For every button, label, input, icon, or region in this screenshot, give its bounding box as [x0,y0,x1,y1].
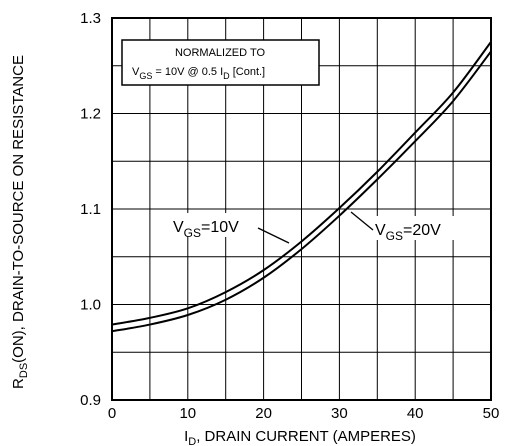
series-20v-pre: V [375,222,386,239]
x-axis-label-post: , DRAIN CURRENT (AMPERES) [196,428,416,445]
note-line2: VGS = 10V @ 0.5 ID [Cont.] [132,66,265,81]
y-axis-label-sub: DS [18,363,30,378]
series-10v-post: =10V [201,219,239,236]
series-vgs-10v-line [111,41,492,326]
series-label-20v-text: VGS=20V [375,222,441,243]
series-label-10v-leader [257,227,290,244]
x-tick-label: 20 [255,405,272,422]
x-tick-label: 10 [179,405,196,422]
y-tick-label: 1.2 [80,106,101,123]
note-line2-post: [Cont.] [230,66,265,78]
series-20v-post: =20V [403,222,441,239]
x-tick-label: 30 [331,405,348,422]
y-tick-label: 1.0 [80,297,101,314]
y-axis-label-pre: R [10,378,27,389]
x-tick-label: 40 [407,405,424,422]
normalization-note: NORMALIZED TO VGS = 10V @ 0.5 ID [Cont.] [121,39,320,86]
note-line2-mid: = 10V @ 0.5 I [152,66,223,78]
series-label-10v: VGS=10V [170,213,290,244]
x-axis-label-pre: I [184,428,188,445]
series-label-20v-leader [350,211,374,231]
series-label-20v: VGS=20V [350,211,463,243]
x-axis-label: ID, DRAIN CURRENT (AMPERES) [184,428,416,446]
y-axis-label-post: (ON), DRAIN-TO-SOURCE ON RESISTANCE [10,55,27,363]
y-tick-label: 0.9 [80,392,101,409]
note-line1: NORMALIZED TO [175,47,265,59]
series-label-20v-bg [371,216,463,240]
note-line2-sub2: D [223,71,230,81]
y-tick-label: 1.1 [80,201,101,218]
series-20v-sub: GS [386,229,403,243]
x-axis-label-sub: D [188,436,196,446]
series-10v-pre: V [173,219,184,236]
series-label-10v-text: VGS=10V [173,219,239,240]
x-tick-label: 0 [108,405,116,422]
x-tick-label: 50 [483,405,500,422]
note-box [121,39,320,86]
y-axis-label: RDS(ON), DRAIN-TO-SOURCE ON RESISTANCE [10,55,30,389]
series-10v-sub: GS [184,226,201,240]
series-vgs-20v-line [111,50,492,333]
plot-frame [111,17,492,401]
y-tick-label: 1.3 [80,10,101,27]
note-line2-pre: V [132,66,140,78]
series-label-10v-bg [170,213,258,237]
note-line2-sub: GS [139,71,152,81]
curves [111,41,492,333]
tick-labels: 0 10 20 30 40 50 0.9 1.0 1.1 1.2 1.3 [80,10,499,422]
